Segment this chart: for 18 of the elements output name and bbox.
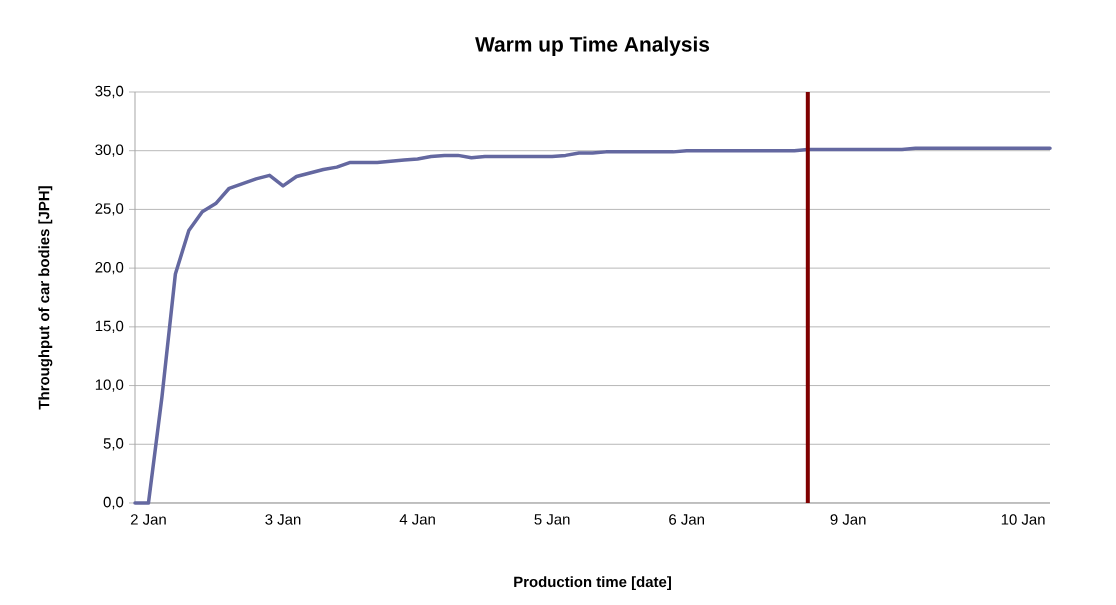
x-tick-label: 6 Jan xyxy=(669,514,704,525)
x-tick-label: 5 Jan xyxy=(534,514,570,525)
x-tick-label: 2 Jan xyxy=(130,514,166,525)
y-tick-label: 35,0 xyxy=(95,85,124,99)
x-tick-label: 9 Jan xyxy=(830,514,866,525)
y-tick-label: 5,0 xyxy=(103,438,124,451)
y-tick-label: 25,0 xyxy=(95,203,124,216)
y-axis-title: Throughput of car bodies [JPH] xyxy=(38,186,53,410)
y-tick-label: 30,0 xyxy=(95,144,124,157)
y-tick-label: 10,0 xyxy=(95,379,124,392)
x-tick-label: 3 Jan xyxy=(265,514,301,525)
y-tick-label: 20,0 xyxy=(95,261,124,275)
y-tick-label: 15,0 xyxy=(95,320,124,334)
y-tick-label: 0,0 xyxy=(103,496,124,510)
x-tick-label: 10 Jan xyxy=(1001,514,1045,525)
x-tick-label: 4 Jan xyxy=(399,514,435,525)
x-axis-title: Production time [date] xyxy=(514,576,671,591)
chart-title: Warm up Time Analysis xyxy=(475,36,710,56)
